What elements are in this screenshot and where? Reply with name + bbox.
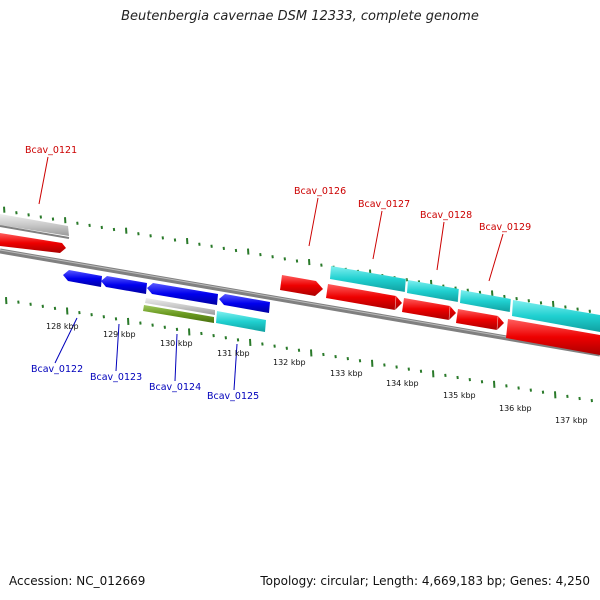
cyan-feature-0129b (512, 300, 600, 332)
forward-cds-bcav-0127 (326, 284, 402, 310)
grey-feature-0124 (145, 298, 215, 315)
tick-label: 129 kbp (103, 330, 136, 339)
tick-label: 131 kbp (217, 349, 250, 358)
tick-label: 135 kbp (443, 391, 476, 400)
forward-cds-bcav-0126 (280, 275, 323, 296)
outer-tick-ring (3, 206, 591, 313)
gene-label-bcav-0128: Bcav_0128 (420, 210, 472, 221)
forward-cds-bcav-0129a (456, 309, 504, 330)
gene-label-bcav-0126: Bcav_0126 (294, 186, 346, 197)
gene-label-bcav-0124: Bcav_0124 (149, 382, 201, 393)
tick-label: 137 kbp (555, 416, 588, 425)
grey-feature-left (0, 214, 69, 236)
reverse-cds-bcav-0125 (219, 294, 270, 313)
cyan-feature-0125 (216, 311, 266, 332)
tick-label: 136 kbp (499, 404, 532, 413)
gene-label-bcav-0121: Bcav_0121 (25, 145, 77, 156)
gene-label-bcav-0127: Bcav_0127 (358, 199, 410, 210)
gene-label-bcav-0122: Bcav_0122 (31, 364, 83, 375)
cyan-feature-0128 (407, 280, 459, 302)
reverse-gene-labels: Bcav_0122 Bcav_0123 Bcav_0124 Bcav_0125 (31, 317, 259, 402)
gene-label-bcav-0125: Bcav_0125 (207, 391, 259, 402)
tick-label: 132 kbp (273, 358, 306, 367)
accession-text: Accession: NC_012669 (9, 574, 146, 588)
reverse-cds-bcav-0123 (101, 276, 147, 294)
cyan-feature-0127 (330, 266, 406, 292)
tick-label: 130 kbp (160, 339, 193, 348)
forward-cds-bcav-0121 (0, 233, 66, 253)
olive-feature-0124 (143, 305, 214, 323)
gene-label-bcav-0129: Bcav_0129 (479, 222, 531, 233)
topology-summary: Topology: circular; Length: 4,669,183 bp… (260, 574, 590, 588)
tick-label: 134 kbp (386, 379, 419, 388)
reverse-cds-bcav-0124 (147, 283, 218, 305)
forward-cds-bcav-0129b (506, 319, 600, 355)
forward-cds-bcav-0128 (402, 298, 456, 320)
forward-gene-labels: Bcav_0121 Bcav_0126 Bcav_0127 Bcav_0128 Bcav… (25, 145, 531, 282)
kbp-tick-labels: 128 kbp 129 kbp 130 kbp 131 kbp 132 kbp 133 k… (46, 322, 588, 425)
tick-label: 133 kbp (330, 369, 363, 378)
reverse-cds-bcav-0122 (63, 270, 102, 287)
genome-backbone (0, 248, 600, 357)
inner-tick-ring (5, 296, 593, 403)
map-title: Beutenbergia cavernae DSM 12333, complet… (121, 9, 479, 24)
tick-label: 128 kbp (46, 322, 79, 331)
gene-label-bcav-0123: Bcav_0123 (90, 372, 142, 383)
cyan-feature-0129a (460, 290, 511, 312)
